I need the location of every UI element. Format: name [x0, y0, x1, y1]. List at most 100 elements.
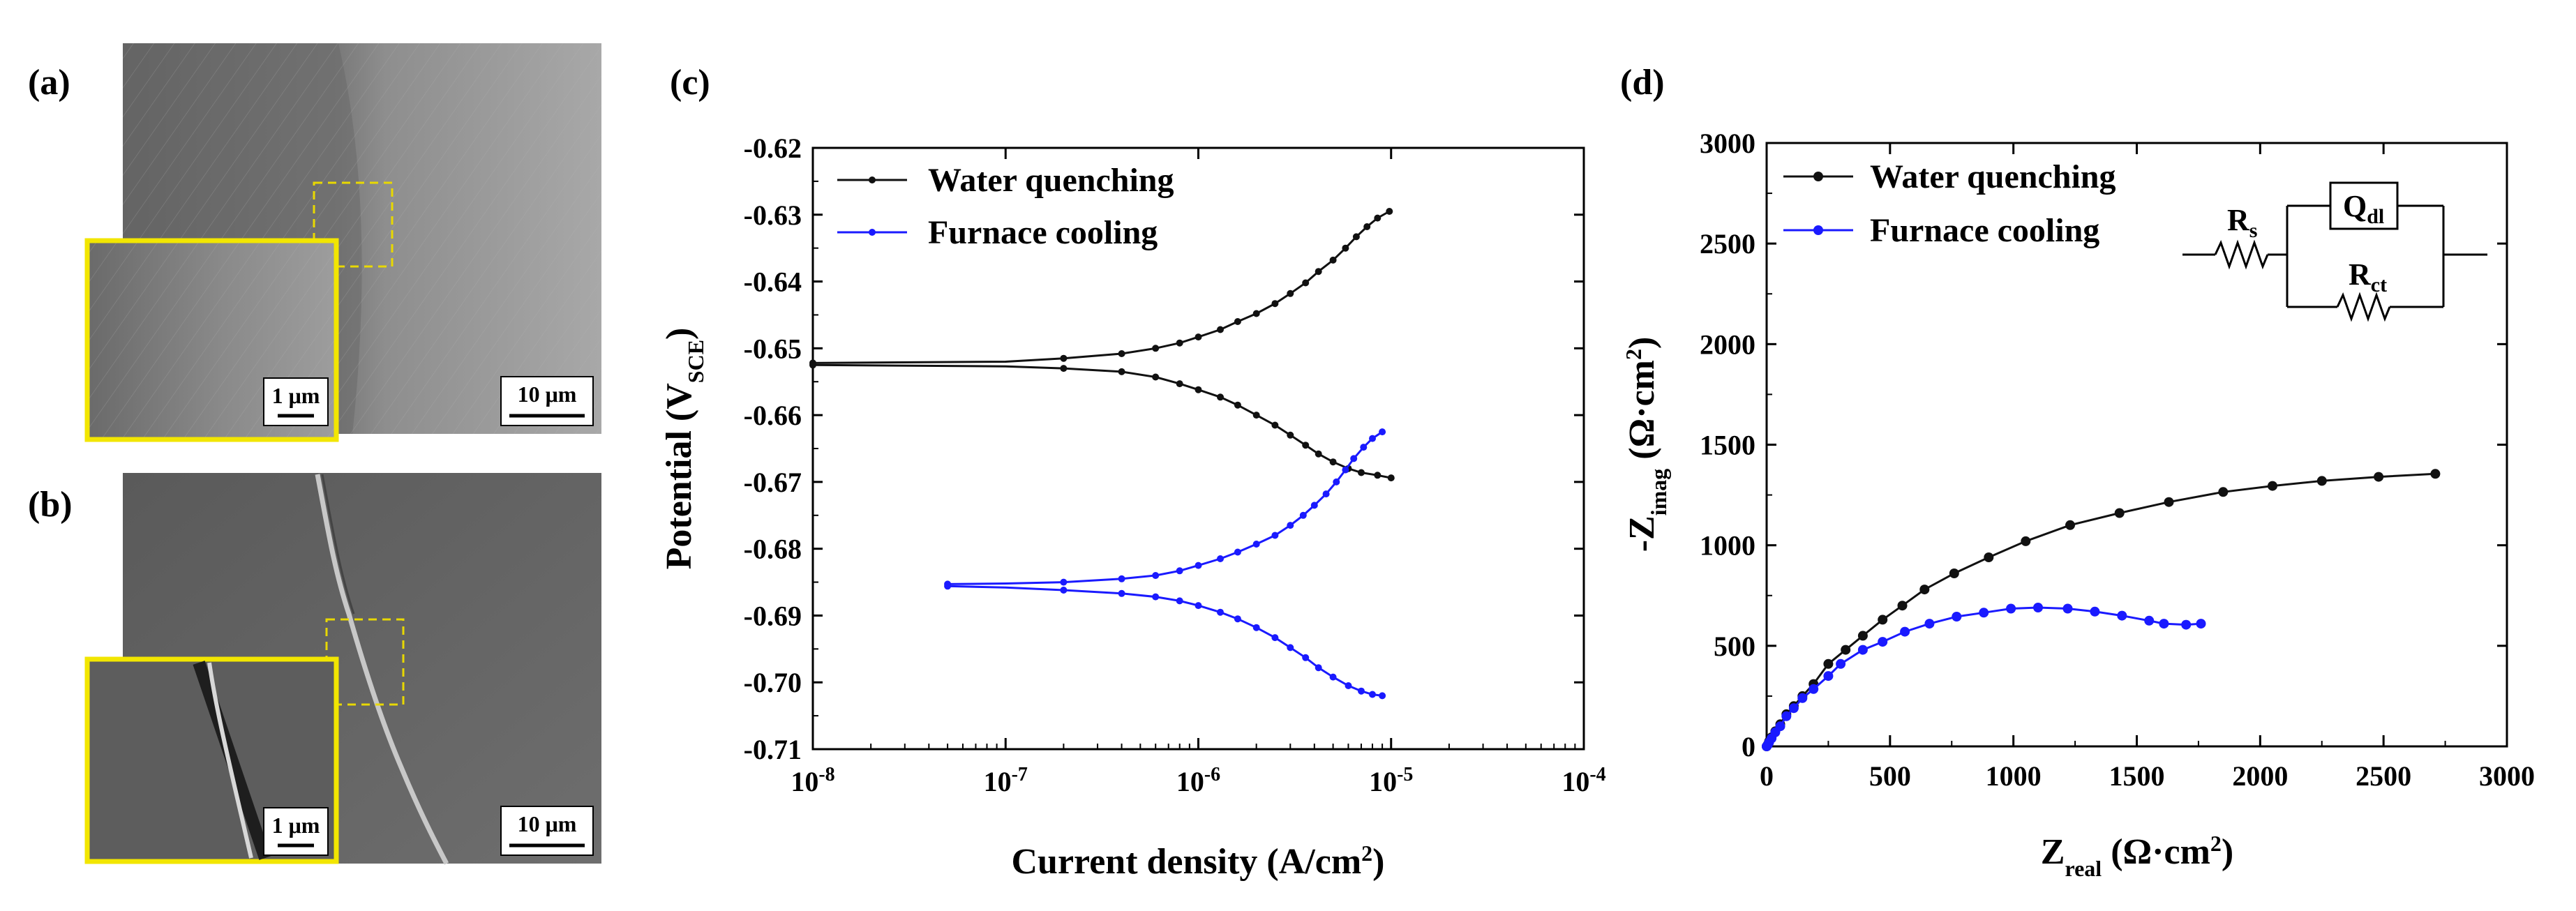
- d-point-1-5: [1775, 721, 1785, 732]
- c-point-0-1-6: [1195, 386, 1202, 393]
- circuit-rs-label: Rs: [2227, 203, 2257, 242]
- c-point-1-0-14: [1322, 490, 1330, 498]
- panel-b-inset-scalebar-box: [263, 807, 329, 856]
- chart-c-x-ticks: 10-8 10-7 10-6 10-5 10-4: [791, 148, 1606, 798]
- d-point-1-18: [2006, 603, 2016, 614]
- c-point-1-1-13: [1315, 664, 1322, 672]
- panel-a: (a) 1 μm 10 μm: [28, 43, 601, 442]
- panel-b-scale-label: 10 μm: [518, 811, 577, 836]
- c-point-0-0-13: [1315, 268, 1322, 276]
- c-point-1-1-7: [1217, 608, 1224, 616]
- c-point-0-0-5: [1176, 339, 1183, 347]
- c-point-0-0-12: [1302, 279, 1310, 287]
- chart-d-ylabel: -Zimag (Ω·cm2): [1621, 337, 1671, 552]
- c-ytick-label-7: -0.69: [744, 600, 802, 631]
- c-point-1-0-16: [1342, 466, 1349, 474]
- c-ytick-label-0: -0.62: [744, 133, 802, 164]
- circuit-rct-label: Rct: [2349, 257, 2387, 296]
- c-point-1-1-14: [1329, 673, 1337, 681]
- chart-c-y-ticks: -0.62 -0.63 -0.64 -0.65 -0.66 -0.67 -0.68 -0.69…: [744, 133, 1584, 765]
- panel-b-inset-crack-dark: [193, 661, 271, 860]
- d-ytick-label-4: 2000: [1700, 329, 1755, 360]
- c-series-1-branch-1: [948, 585, 1383, 697]
- c-point-1-0-4: [1152, 572, 1160, 579]
- d-ytick-label-6: 3000: [1700, 128, 1755, 159]
- c-point-1-0-8: [1234, 548, 1241, 556]
- d-point-1-13: [1878, 637, 1888, 647]
- panel-c: (c) -0.62-0.63-0.64-0.65-0.66-0.67-0.68-…: [659, 63, 1606, 882]
- panel-a-label: (a): [28, 63, 70, 103]
- c-point-1-0-9: [1252, 541, 1260, 548]
- d-point-1-26: [2196, 619, 2206, 629]
- d-xtick-label-1: 500: [1869, 760, 1911, 792]
- d-point-0-10: [1823, 658, 1834, 669]
- d-xtick-label-6: 3000: [2479, 760, 2535, 792]
- d-point-1-7: [1788, 703, 1799, 714]
- c-point-0-1-14: [1329, 458, 1337, 466]
- d-point-1-12: [1857, 645, 1868, 655]
- d-point-1-8: [1797, 693, 1808, 703]
- c-ytick-label-9: -0.71: [744, 734, 802, 765]
- d-xtick-label-4: 2000: [2232, 760, 2288, 792]
- c-point-0-0-4: [1152, 345, 1160, 352]
- panel-b-inset-scale-label: 1 μm: [272, 813, 320, 838]
- c-point-1-1-10: [1271, 634, 1279, 642]
- c-point-0-0-14: [1329, 256, 1337, 264]
- c-point-0-1-12: [1302, 442, 1310, 449]
- c-point-1-1-3: [1118, 589, 1125, 597]
- c-point-1-1-2: [1060, 587, 1068, 594]
- c-point-0-1-3: [1118, 368, 1125, 375]
- c-point-1-0-3: [1118, 575, 1125, 582]
- c-point-0-1-13: [1315, 450, 1322, 458]
- c-point-0-0-9: [1252, 310, 1260, 317]
- c-point-0-1-17: [1374, 472, 1381, 479]
- d-point-0-14: [1897, 601, 1908, 611]
- d-point-0-12: [1857, 631, 1868, 641]
- c-point-0-1-9: [1252, 412, 1260, 419]
- d-point-1-17: [1979, 608, 1989, 618]
- d-point-1-21: [2090, 606, 2100, 617]
- c-ytick-label-2: -0.64: [744, 266, 802, 298]
- d-point-0-22: [2218, 487, 2229, 497]
- c-point-0-1-5: [1176, 380, 1183, 388]
- c-point-0-1-0: [809, 361, 816, 369]
- c-point-1-0-11: [1287, 522, 1294, 529]
- equivalent-circuit: [2182, 181, 2487, 322]
- c-ytick-label-5: -0.67: [744, 467, 802, 498]
- circuit-q-label: Qdl: [2343, 189, 2384, 228]
- c-point-0-0-6: [1195, 333, 1202, 341]
- d-xtick-label-0: 0: [1760, 760, 1774, 792]
- c-point-0-1-16: [1358, 469, 1365, 476]
- c-point-1-0-10: [1271, 532, 1279, 539]
- d-point-0-21: [2164, 497, 2174, 507]
- c-xtick-label-3: 10-5: [1369, 764, 1413, 798]
- d-point-0-18: [2021, 536, 2031, 546]
- d-point-0-17: [1984, 552, 1994, 562]
- d-xtick-label-2: 1000: [1986, 760, 2042, 792]
- c-point-0-0-16: [1352, 233, 1360, 241]
- c-series-0-branch-1: [812, 363, 1392, 479]
- d-ytick-label-1: 500: [1714, 631, 1755, 662]
- d-point-0-13: [1878, 615, 1888, 625]
- c-point-1-1-16: [1358, 687, 1365, 695]
- legend-d-furnace-marker: [1813, 225, 1823, 235]
- c-point-1-1-15: [1345, 682, 1352, 689]
- c-point-0-1-11: [1287, 431, 1294, 439]
- panel-a-inset-scale-label: 1 μm: [272, 383, 320, 408]
- d-point-0-20: [2114, 508, 2125, 518]
- chart-d-x-ticks: 0 500 1000 1500 2000 2500 3000: [1760, 143, 2535, 792]
- panel-c-label: (c): [670, 63, 710, 103]
- c-ytick-label-1: -0.63: [744, 199, 802, 231]
- c-point-1-1-11: [1287, 644, 1294, 652]
- c-xtick-label-0: 10-8: [791, 764, 834, 798]
- c-point-0-1-7: [1217, 393, 1224, 401]
- d-point-0-23: [2268, 481, 2277, 491]
- legend-c-water-marker: [869, 176, 876, 183]
- c-point-0-0-2: [1060, 354, 1068, 362]
- panel-b-label: (b): [28, 485, 73, 525]
- c-ytick-label-3: -0.65: [744, 333, 802, 364]
- circuit-rct-resistor: [2336, 292, 2391, 322]
- c-point-0-0-19: [1386, 208, 1393, 215]
- c-point-1-0-6: [1195, 562, 1202, 569]
- d-ytick-label-5: 2500: [1700, 228, 1755, 259]
